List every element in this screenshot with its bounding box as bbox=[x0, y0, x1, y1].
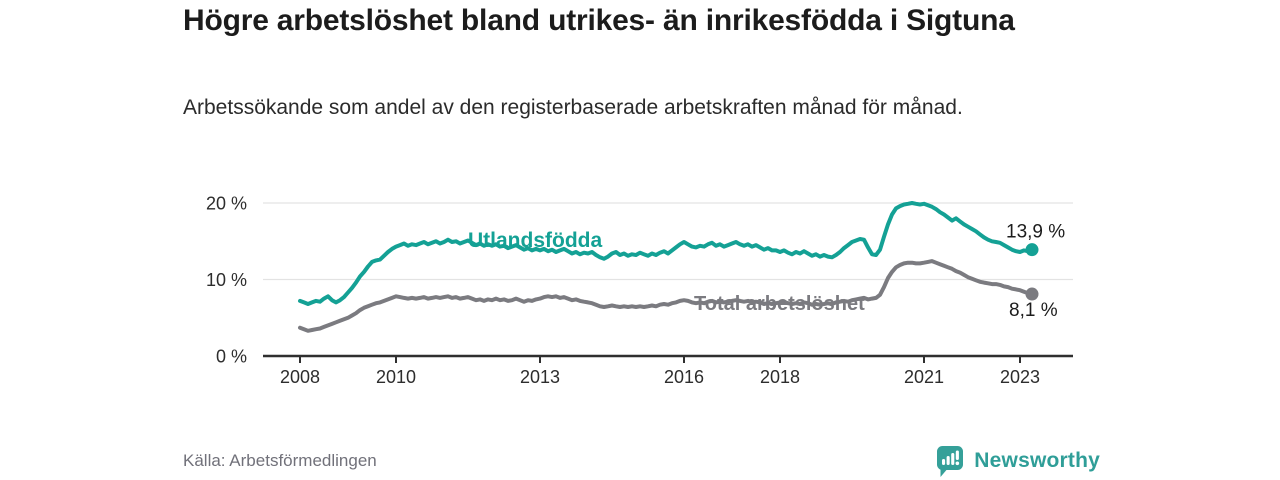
series-label-total: Total arbetslöshet bbox=[694, 293, 865, 315]
x-tick-label: 2008 bbox=[280, 367, 320, 387]
series-end-dot-foreign-born bbox=[1025, 243, 1039, 257]
x-tick-label: 2023 bbox=[1000, 367, 1040, 387]
y-tick-label: 0 % bbox=[216, 347, 247, 367]
source-note: Källa: Arbetsförmedlingen bbox=[183, 451, 377, 470]
series-label-foreign-born: Utlandsfödda bbox=[468, 229, 602, 252]
series-end-dot-total bbox=[1025, 287, 1039, 301]
end-value-label-total: 8,1 % bbox=[1009, 300, 1058, 321]
footer: Källa: Arbetsförmedlingen Newsworthy bbox=[183, 443, 1100, 479]
end-value-label-foreign-born: 13,9 % bbox=[1006, 222, 1065, 243]
brand-name: Newsworthy bbox=[974, 449, 1100, 472]
x-tick-label: 2021 bbox=[904, 367, 944, 387]
brand-logo: Newsworthy bbox=[936, 445, 1100, 478]
x-tick-label: 2013 bbox=[520, 367, 560, 387]
x-tick-label: 2018 bbox=[760, 367, 800, 387]
page-subtitle: Arbetssökande som andel av den registerb… bbox=[183, 96, 963, 119]
x-tick-label: 2010 bbox=[376, 367, 416, 387]
series-line-total bbox=[298, 259, 1034, 333]
y-tick-label: 20 % bbox=[206, 194, 247, 214]
x-tick-label: 2016 bbox=[664, 367, 704, 387]
y-tick-label: 10 % bbox=[206, 270, 247, 290]
page-title: Högre arbetslöshet bland utrikes- än inr… bbox=[183, 4, 1015, 37]
newsworthy-chart-bubble-icon bbox=[937, 445, 964, 477]
series-line-foreign-born bbox=[298, 201, 1034, 306]
